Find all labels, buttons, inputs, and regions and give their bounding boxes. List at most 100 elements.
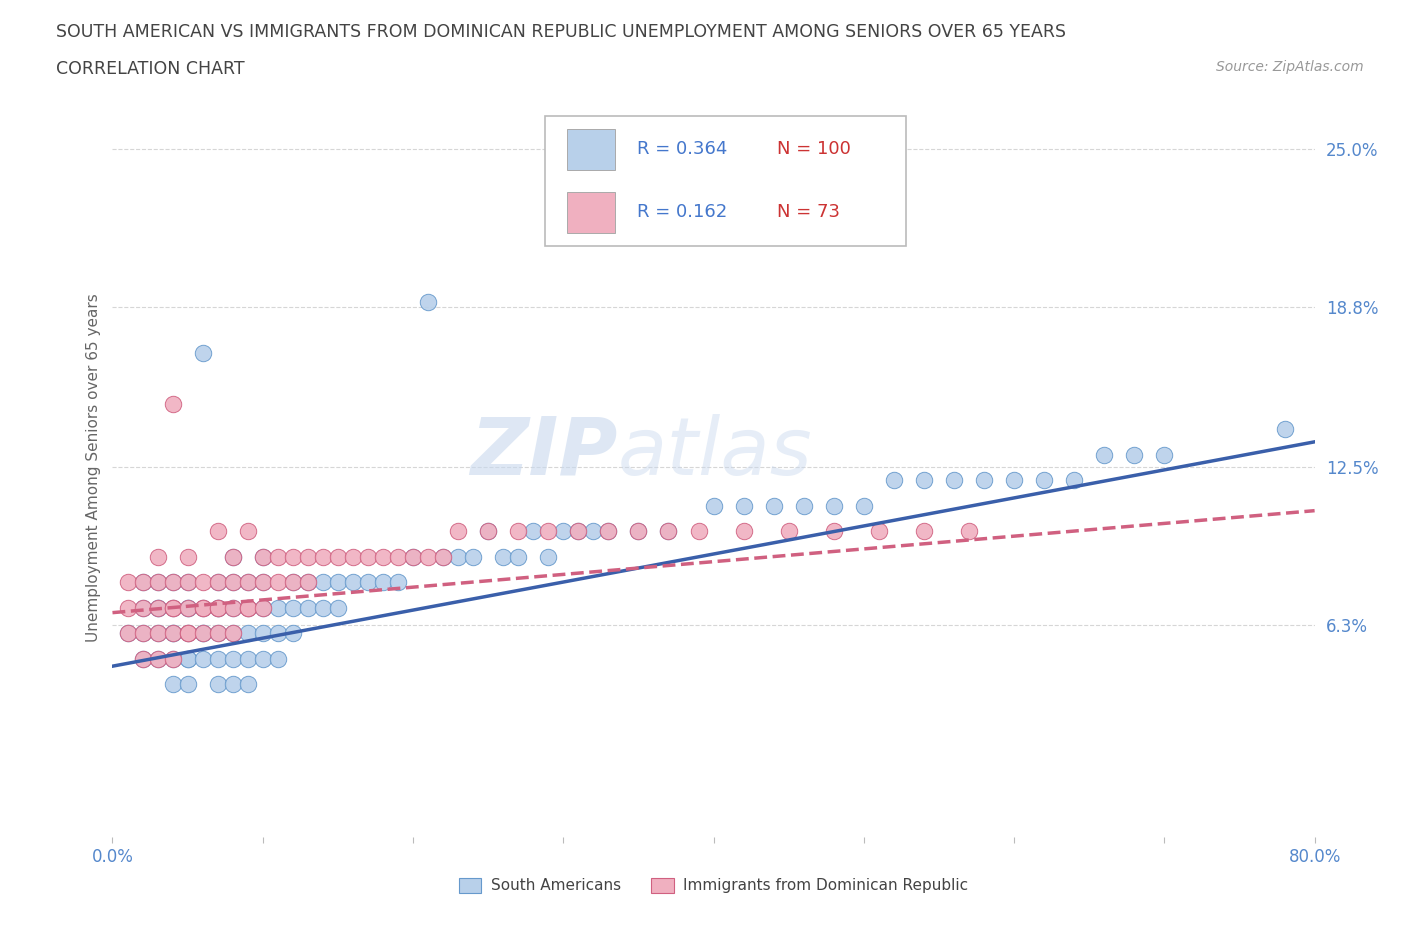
Point bbox=[357, 549, 380, 564]
Point bbox=[267, 600, 290, 615]
Point bbox=[191, 575, 214, 590]
Point bbox=[553, 524, 575, 538]
Point bbox=[447, 524, 470, 538]
Point bbox=[131, 575, 153, 590]
Point bbox=[162, 600, 184, 615]
Point bbox=[387, 575, 409, 590]
Point bbox=[146, 600, 169, 615]
Point bbox=[236, 575, 259, 590]
Point bbox=[942, 472, 965, 487]
Point bbox=[162, 575, 184, 590]
Point bbox=[131, 600, 153, 615]
Point bbox=[868, 524, 890, 538]
Point bbox=[131, 575, 153, 590]
Point bbox=[236, 575, 259, 590]
Point bbox=[176, 600, 198, 615]
Point bbox=[252, 575, 274, 590]
Point bbox=[371, 549, 394, 564]
Point bbox=[176, 549, 198, 564]
Point bbox=[342, 575, 364, 590]
Point bbox=[733, 498, 755, 513]
Point bbox=[162, 575, 184, 590]
Point bbox=[207, 626, 229, 641]
Point bbox=[191, 345, 214, 360]
Point bbox=[297, 600, 319, 615]
Point bbox=[852, 498, 875, 513]
Point bbox=[252, 651, 274, 666]
Point bbox=[281, 575, 304, 590]
Point bbox=[146, 575, 169, 590]
Text: R = 0.162: R = 0.162 bbox=[637, 204, 727, 221]
Point bbox=[222, 651, 245, 666]
Point bbox=[1153, 447, 1175, 462]
Point bbox=[762, 498, 785, 513]
Point bbox=[883, 472, 905, 487]
Point bbox=[162, 677, 184, 692]
Point bbox=[131, 651, 153, 666]
Point bbox=[131, 600, 153, 615]
Point bbox=[207, 524, 229, 538]
Point bbox=[312, 575, 335, 590]
Point bbox=[267, 651, 290, 666]
Point bbox=[416, 294, 439, 309]
Point bbox=[191, 651, 214, 666]
Point bbox=[176, 600, 198, 615]
Point bbox=[191, 600, 214, 615]
Point bbox=[402, 549, 425, 564]
Point bbox=[191, 600, 214, 615]
Point bbox=[1123, 447, 1146, 462]
Point bbox=[522, 524, 544, 538]
Point bbox=[222, 600, 245, 615]
Text: CORRELATION CHART: CORRELATION CHART bbox=[56, 60, 245, 78]
Point bbox=[312, 600, 335, 615]
Point bbox=[432, 549, 454, 564]
Point bbox=[252, 626, 274, 641]
Point bbox=[176, 600, 198, 615]
Point bbox=[162, 600, 184, 615]
Point bbox=[297, 575, 319, 590]
Point bbox=[207, 575, 229, 590]
Point bbox=[297, 575, 319, 590]
Point bbox=[281, 575, 304, 590]
Point bbox=[236, 600, 259, 615]
Point bbox=[973, 472, 995, 487]
Point bbox=[267, 575, 290, 590]
Point bbox=[702, 498, 725, 513]
Point bbox=[191, 626, 214, 641]
Point bbox=[342, 549, 364, 564]
Point bbox=[146, 575, 169, 590]
Point bbox=[432, 549, 454, 564]
Point bbox=[222, 549, 245, 564]
Point bbox=[387, 549, 409, 564]
Point bbox=[567, 524, 589, 538]
Point bbox=[146, 600, 169, 615]
Point bbox=[252, 575, 274, 590]
Point bbox=[162, 651, 184, 666]
Point bbox=[627, 524, 650, 538]
Point bbox=[252, 600, 274, 615]
Point bbox=[582, 524, 605, 538]
Point bbox=[162, 626, 184, 641]
Point bbox=[477, 524, 499, 538]
Point bbox=[162, 626, 184, 641]
Point bbox=[1033, 472, 1056, 487]
Point bbox=[207, 600, 229, 615]
Point bbox=[176, 575, 198, 590]
Point bbox=[146, 651, 169, 666]
Point bbox=[131, 626, 153, 641]
Point bbox=[598, 524, 620, 538]
Point bbox=[207, 600, 229, 615]
Point bbox=[222, 575, 245, 590]
Point bbox=[823, 524, 845, 538]
Text: SOUTH AMERICAN VS IMMIGRANTS FROM DOMINICAN REPUBLIC UNEMPLOYMENT AMONG SENIORS : SOUTH AMERICAN VS IMMIGRANTS FROM DOMINI… bbox=[56, 23, 1066, 41]
Point bbox=[176, 575, 198, 590]
Point bbox=[117, 575, 139, 590]
Point bbox=[508, 549, 530, 564]
Point bbox=[146, 600, 169, 615]
Point bbox=[207, 651, 229, 666]
Point bbox=[191, 626, 214, 641]
Point bbox=[162, 626, 184, 641]
Point bbox=[281, 626, 304, 641]
Text: Source: ZipAtlas.com: Source: ZipAtlas.com bbox=[1216, 60, 1364, 74]
Point bbox=[176, 651, 198, 666]
